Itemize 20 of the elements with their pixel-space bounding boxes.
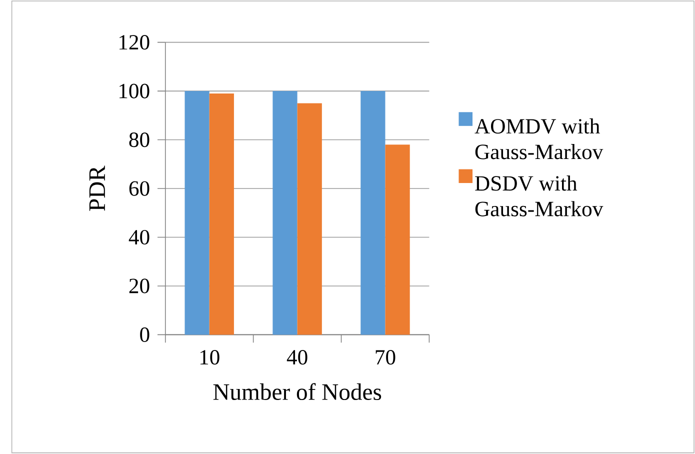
x-axis-title: Number of Nodes bbox=[213, 383, 382, 400]
bar bbox=[272, 91, 298, 335]
x-tick-label: 10 bbox=[200, 350, 220, 365]
y-axis-title: PDR bbox=[89, 166, 105, 211]
bar bbox=[297, 103, 322, 335]
bar bbox=[385, 144, 410, 335]
bar bbox=[360, 91, 386, 335]
y-tick-label: 20 bbox=[129, 278, 150, 294]
y-tick-label: 120 bbox=[120, 35, 150, 50]
y-tick-label: 0 bbox=[140, 327, 150, 342]
bar bbox=[184, 91, 210, 335]
y-tick-label: 100 bbox=[120, 84, 150, 98]
x-tick-label: 70 bbox=[376, 350, 396, 365]
legend-label: AOMDV with Gauss-Markov bbox=[474, 118, 604, 160]
y-tick-label: 60 bbox=[129, 181, 150, 196]
y-tick-label: 80 bbox=[129, 132, 150, 148]
y-tick-label: 40 bbox=[128, 230, 150, 245]
bar bbox=[209, 94, 234, 335]
x-tick-label: 40 bbox=[286, 350, 308, 365]
legend-label: DSDV with Gauss-Markov bbox=[475, 176, 604, 216]
